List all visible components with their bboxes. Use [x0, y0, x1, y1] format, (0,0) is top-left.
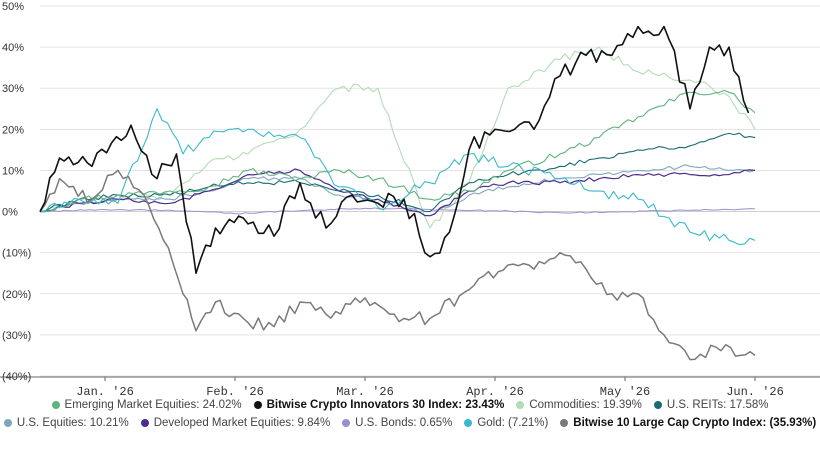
- x-tick-label: Apr. '26: [466, 385, 524, 399]
- y-tick-label: 10%: [2, 165, 24, 177]
- legend-swatch: [653, 401, 662, 409]
- series-line: [39, 89, 756, 213]
- legend-row-2: U.S. Equities: 10.21% Developed Market Eq…: [0, 417, 820, 429]
- y-axis: 50% 40% 30% 20% 10% 0% (10%) (20%) (30%) (40%): [2, 1, 31, 383]
- legend-swatch: [560, 419, 569, 427]
- legend-swatch: [342, 419, 351, 427]
- legend-item: U.S. Equities: 10.21%: [3, 417, 129, 429]
- series-lines: [39, 25, 756, 361]
- legend-item: Gold: (7.21%): [464, 417, 548, 429]
- y-tick-label: 30%: [2, 83, 24, 95]
- y-tick-label: (30%): [2, 330, 31, 342]
- legend-swatch: [253, 401, 262, 409]
- legend-label: Bitwise Crypto Innovators 30 Index: 23.4…: [266, 399, 505, 411]
- x-tick-label: Mar. '26: [336, 385, 394, 399]
- legend-item: U.S. REITs: 17.58%: [653, 399, 769, 411]
- series-line: [39, 168, 756, 217]
- series-line: [39, 46, 756, 229]
- legend-item: Bitwise Crypto Innovators 30 Index: 23.4…: [253, 399, 505, 411]
- legend-label: U.S. REITs: 17.58%: [666, 399, 769, 411]
- x-tick-label: Jan. '26: [76, 385, 134, 399]
- y-tick-label: (20%): [2, 289, 31, 301]
- legend-label: Emerging Market Equities: 24.02%: [64, 399, 242, 411]
- y-tick-label: 40%: [2, 42, 24, 54]
- legend-label: U.S. Bonds: 0.65%: [355, 417, 453, 429]
- legend-label: Gold: (7.21%): [477, 417, 549, 429]
- series-line: [39, 164, 756, 217]
- series-line: [40, 207, 756, 215]
- legend-item: Bitwise 10 Large Cap Crypto Index: (35.9…: [560, 417, 816, 429]
- legend-item: Emerging Market Equities: 24.02%: [51, 399, 242, 411]
- x-axis: Jan. '26 Feb. '26 Mar. '26 Apr. '26 May '26 J…: [76, 377, 784, 399]
- y-tick-label: (40%): [2, 371, 31, 383]
- legend-label: Developed Market Equities: 9.84%: [153, 417, 331, 429]
- series-line: [39, 25, 750, 274]
- legend-item: Developed Market Equities: 9.84%: [140, 417, 331, 429]
- y-tick-label: (10%): [2, 248, 31, 260]
- x-tick-label: May '26: [600, 385, 650, 399]
- legend-row-1: Emerging Market Equities: 24.02% Bitwise …: [0, 399, 820, 411]
- x-tick-label: Feb. '26: [206, 385, 264, 399]
- y-tick-label: 50%: [2, 1, 24, 13]
- legend-swatch: [516, 401, 525, 409]
- legend-label: Bitwise 10 Large Cap Crypto Index: (35.9…: [573, 417, 817, 429]
- legend-label: U.S. Equities: 10.21%: [16, 417, 129, 429]
- y-tick-label: 20%: [2, 124, 24, 136]
- legend-item: U.S. Bonds: 0.65%: [342, 417, 452, 429]
- line-chart: 50% 40% 30% 20% 10% 0% (10%) (20%) (30%) (40%) Ja…: [0, 1, 820, 399]
- legend-label: Commodities: 19.39%: [529, 399, 642, 411]
- legend-swatch: [140, 419, 149, 427]
- x-tick-label: Jun. '26: [726, 385, 784, 399]
- legend-swatch: [3, 419, 12, 427]
- legend-swatch: [464, 419, 473, 427]
- legend-swatch: [51, 401, 60, 409]
- series-line: [39, 169, 756, 361]
- legend-item: Commodities: 19.39%: [516, 399, 642, 411]
- y-tick-label: 0%: [2, 207, 18, 219]
